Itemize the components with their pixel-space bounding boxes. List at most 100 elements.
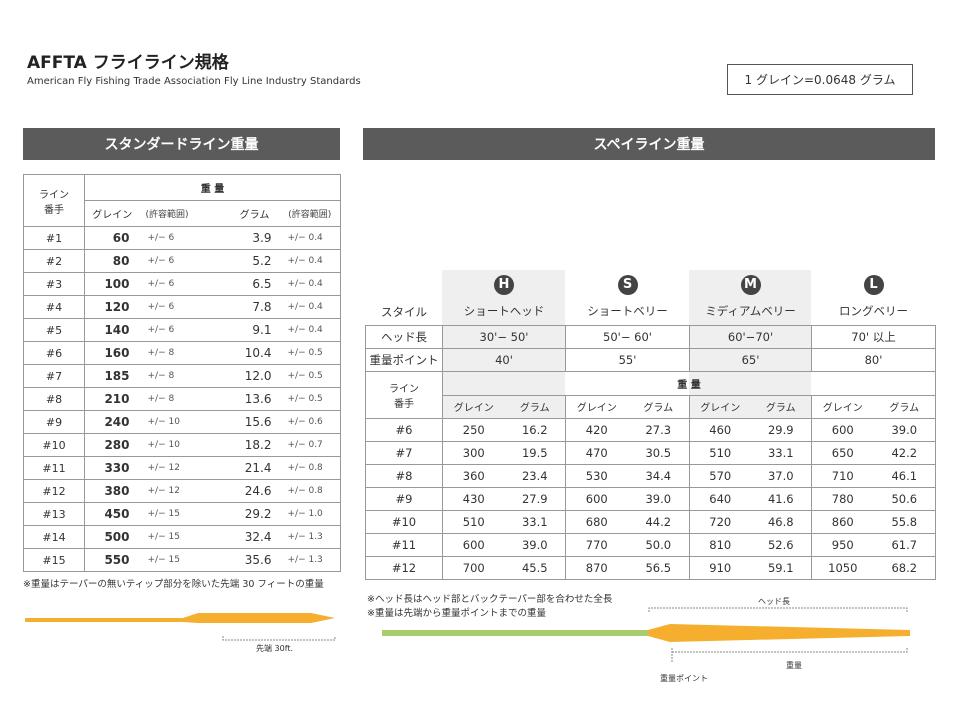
head-shape bbox=[648, 624, 910, 642]
spey-line-diagram bbox=[382, 607, 910, 662]
line-no-header: ライン 番手 bbox=[23, 174, 85, 227]
table-row: #1 60 +/− 6 3.9 +/− 0.4 bbox=[23, 226, 342, 250]
grain-cell: 185 bbox=[84, 364, 140, 388]
gram-tolerance-cell: +/− 0.4 bbox=[279, 272, 342, 296]
grain-cell: 570 bbox=[689, 463, 751, 488]
grain-header: グレイン bbox=[689, 394, 751, 419]
grain-tolerance-cell: +/− 6 bbox=[139, 295, 230, 319]
gram-cell: 42.2 bbox=[873, 440, 937, 465]
head-length-cell: 50'− 60' bbox=[565, 324, 690, 349]
grain-tolerance-cell: +/− 6 bbox=[139, 272, 230, 296]
gram-cell: 33.1 bbox=[750, 440, 813, 465]
line-no-cell: #10 bbox=[365, 509, 443, 534]
head-length-label: ヘッド長 bbox=[758, 597, 790, 606]
head-length-cell: 60'−70' bbox=[688, 324, 813, 349]
gram-cell: 68.2 bbox=[873, 555, 937, 580]
grain-cell: 510 bbox=[689, 440, 751, 465]
grain-cell: 80 bbox=[84, 249, 140, 273]
grain-tolerance-cell: +/− 6 bbox=[139, 226, 230, 250]
grain-cell: 600 bbox=[811, 417, 874, 442]
table-row: #10 510 33.1 680 44.2 720 46.8 860 55.8 bbox=[365, 509, 937, 534]
style-l: L ロングベリー bbox=[811, 270, 936, 326]
line-no-cell: #8 bbox=[23, 387, 85, 411]
table-row: #11 330 +/− 12 21.4 +/− 0.8 bbox=[23, 456, 342, 480]
table-row: #10 280 +/− 10 18.2 +/− 0.7 bbox=[23, 433, 342, 457]
grain-cell: 720 bbox=[689, 509, 751, 534]
grain-cell: 330 bbox=[84, 456, 140, 480]
gram-cell: 39.0 bbox=[504, 532, 566, 557]
table-row: #2 80 +/− 6 5.2 +/− 0.4 bbox=[23, 249, 342, 273]
table-row: #3 100 +/− 6 6.5 +/− 0.4 bbox=[23, 272, 342, 296]
grain-tolerance-cell: +/− 12 bbox=[139, 456, 230, 480]
gram-tolerance-cell: +/− 0.8 bbox=[279, 456, 342, 480]
gram-cell: 52.6 bbox=[750, 532, 813, 557]
grain-cell: 100 bbox=[84, 272, 140, 296]
gram-cell: 61.7 bbox=[873, 532, 937, 557]
gram-cell: 6.5 bbox=[229, 272, 280, 296]
spey-banner: スペイライン重量 bbox=[363, 128, 935, 160]
grain-cell: 870 bbox=[565, 555, 628, 580]
style-name: ショートベリー bbox=[587, 304, 668, 319]
grain-tolerance-cell: +/− 8 bbox=[139, 364, 230, 388]
gram-cell: 12.0 bbox=[229, 364, 280, 388]
grain-cell: 640 bbox=[689, 486, 751, 511]
gram-cell: 50.6 bbox=[873, 486, 937, 511]
weight-header: 重 量 bbox=[83, 174, 342, 201]
line-no-cell: #15 bbox=[23, 548, 85, 572]
grain-cell: 710 bbox=[811, 463, 874, 488]
page-title: AFFTA フライライン規格 bbox=[27, 53, 229, 73]
tip-bracket bbox=[222, 636, 336, 641]
grain-tolerance-cell: +/− 12 bbox=[139, 479, 230, 503]
line-no-cell: #12 bbox=[365, 555, 443, 580]
grain-tolerance-cell: +/− 10 bbox=[139, 433, 230, 457]
table-row: #6 160 +/− 8 10.4 +/− 0.5 bbox=[23, 341, 342, 365]
gram-tolerance-cell: +/− 0.7 bbox=[279, 433, 342, 457]
gram-cell: 7.8 bbox=[229, 295, 280, 319]
weight-point-label: 重量ポイント bbox=[660, 674, 708, 683]
line-no-cell: #3 bbox=[23, 272, 85, 296]
gram-header: グラム bbox=[504, 394, 566, 419]
weight-point-cell: 40' bbox=[442, 347, 566, 372]
gram-cell: 46.8 bbox=[750, 509, 813, 534]
grain-cell: 460 bbox=[689, 417, 751, 442]
grain-header: グレイン bbox=[442, 394, 505, 419]
gram-header: グラム bbox=[627, 394, 690, 419]
gram-cell: 37.0 bbox=[750, 463, 813, 488]
line-no-cell: #13 bbox=[23, 502, 85, 526]
gram-cell: 13.6 bbox=[229, 387, 280, 411]
grain-tolerance-cell: +/− 15 bbox=[139, 548, 230, 572]
gram-cell: 23.4 bbox=[504, 463, 566, 488]
page-subtitle: American Fly Fishing Trade Association F… bbox=[27, 76, 361, 87]
line-no-cell: #10 bbox=[23, 433, 85, 457]
tolerance-header: (許容範囲) bbox=[279, 200, 342, 227]
gram-tolerance-cell: +/− 0.5 bbox=[279, 387, 342, 411]
line-no-cell: #6 bbox=[23, 341, 85, 365]
gram-cell: 3.9 bbox=[229, 226, 280, 250]
gram-cell: 27.3 bbox=[627, 417, 690, 442]
table-row: #13 450 +/− 15 29.2 +/− 1.0 bbox=[23, 502, 342, 526]
grain-header: グレイン bbox=[565, 394, 628, 419]
grain-cell: 780 bbox=[811, 486, 874, 511]
running-line bbox=[382, 630, 650, 636]
grain-cell: 120 bbox=[84, 295, 140, 319]
line-no-cell: #9 bbox=[365, 486, 443, 511]
gram-tolerance-cell: +/− 0.4 bbox=[279, 226, 342, 250]
head-length-cell: 30'− 50' bbox=[442, 324, 566, 349]
gram-cell: 35.6 bbox=[229, 548, 280, 572]
spey-weight-table: スタイル H ショートヘッド S ショートベリー M ミディアムベリー L ロングベリー ヘッド… bbox=[365, 270, 937, 580]
gram-cell: 16.2 bbox=[504, 417, 566, 442]
line-no-cell: #11 bbox=[23, 456, 85, 480]
grain-cell: 470 bbox=[565, 440, 628, 465]
head-length-bracket bbox=[648, 607, 908, 612]
line-no-cell: #7 bbox=[365, 440, 443, 465]
head-length-label: ヘッド長 bbox=[365, 324, 443, 349]
style-s: S ショートベリー bbox=[565, 270, 690, 326]
grain-cell: 250 bbox=[442, 417, 505, 442]
table-row: #4 120 +/− 6 7.8 +/− 0.4 bbox=[23, 295, 342, 319]
table-row: #12 700 45.5 870 56.5 910 59.1 1050 68.2 bbox=[365, 555, 937, 580]
gram-cell: 18.2 bbox=[229, 433, 280, 457]
gram-cell: 32.4 bbox=[229, 525, 280, 549]
grain-header: グレイン bbox=[811, 394, 874, 419]
gram-cell: 59.1 bbox=[750, 555, 813, 580]
